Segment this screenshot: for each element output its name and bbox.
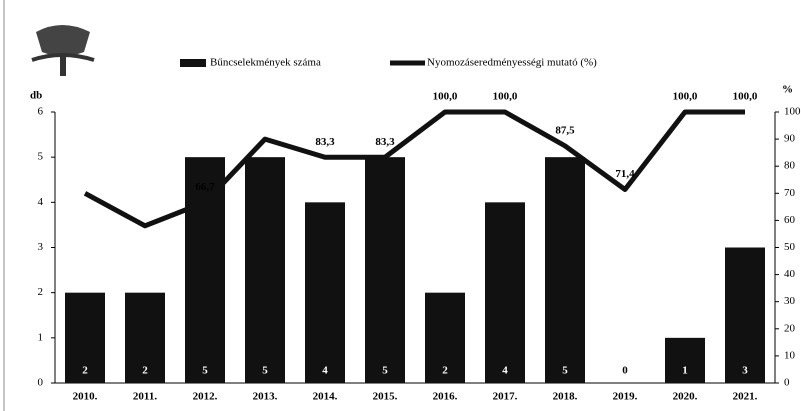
y-axis-label: db — [30, 90, 42, 102]
bar — [65, 292, 105, 383]
y2-tick-label: 0 — [784, 377, 790, 389]
bar-value-label: 4 — [322, 365, 328, 377]
y-tick-label: 5 — [38, 151, 44, 163]
line-value-label: 100,0 — [433, 91, 458, 103]
bar — [305, 202, 345, 383]
x-tick-label: 2021. — [733, 391, 758, 403]
x-tick-label: 2012. — [193, 391, 218, 403]
y2-tick-label: 30 — [784, 295, 796, 307]
bar-value-label: 2 — [82, 365, 88, 377]
bar-value-label: 5 — [202, 365, 208, 377]
legend-swatch — [180, 59, 206, 67]
x-tick-label: 2019. — [613, 391, 638, 403]
x-tick-label: 2017. — [493, 391, 518, 403]
line-value-label: 66,7 — [195, 181, 215, 193]
x-tick-label: 2016. — [433, 391, 458, 403]
bar — [725, 247, 765, 383]
y-tick-label: 3 — [38, 241, 44, 253]
bar-value-label: 3 — [742, 365, 748, 377]
legend-label: Nyomozáseredményességi mutató (%) — [427, 57, 597, 69]
bar-value-label: 0 — [622, 365, 628, 377]
x-tick-label: 2013. — [253, 391, 278, 403]
bar — [365, 157, 405, 383]
x-tick-label: 2010. — [73, 391, 98, 403]
bar-value-label: 4 — [502, 365, 508, 377]
bar-value-label: 1 — [682, 365, 688, 377]
y-tick-label: 0 — [38, 377, 44, 389]
bar — [545, 157, 585, 383]
line-value-label: 100,0 — [493, 91, 518, 103]
x-tick-label: 2020. — [673, 391, 698, 403]
y2-tick-label: 20 — [784, 322, 796, 334]
line-value-label: 71,4 — [615, 168, 635, 180]
y-tick-label: 4 — [38, 196, 44, 208]
bar-value-label: 2 — [442, 365, 448, 377]
y2-tick-label: 100 — [784, 106, 801, 118]
y2-tick-label: 10 — [784, 349, 796, 361]
y2-tick-label: 50 — [784, 241, 796, 253]
bar — [665, 337, 705, 383]
bar-value-label: 2 — [142, 365, 148, 377]
logo — [31, 25, 95, 76]
bar — [185, 157, 225, 383]
y2-tick-label: 90 — [784, 133, 796, 145]
line-value-label: 83,3 — [315, 136, 335, 148]
x-tick-label: 2011. — [133, 391, 157, 403]
y2-axis-label: % — [782, 84, 793, 96]
x-tick-label: 2015. — [373, 391, 398, 403]
y-tick-label: 6 — [38, 106, 44, 118]
line-value-label: 100,0 — [733, 91, 758, 103]
line-value-label: 83,3 — [375, 136, 395, 148]
bar — [425, 292, 465, 383]
x-tick-label: 2018. — [553, 391, 578, 403]
bar-value-label: 5 — [562, 365, 568, 377]
y-tick-label: 1 — [38, 331, 44, 343]
y2-tick-label: 40 — [784, 268, 796, 280]
line-value-label: 87,5 — [555, 124, 575, 136]
legend-label: Bűncselekmények száma — [210, 57, 321, 69]
bar-value-label: 5 — [382, 365, 388, 377]
line — [83, 109, 745, 229]
y2-tick-label: 60 — [784, 214, 796, 226]
bar — [485, 202, 525, 383]
bar-value-label: 5 — [262, 365, 268, 377]
line-value-label: 100,0 — [673, 91, 698, 103]
y-tick-label: 2 — [38, 286, 44, 298]
y2-tick-label: 70 — [784, 187, 796, 199]
bar — [245, 157, 285, 383]
x-tick-label: 2014. — [313, 391, 338, 403]
y2-tick-label: 80 — [784, 160, 796, 172]
bar — [125, 292, 165, 383]
